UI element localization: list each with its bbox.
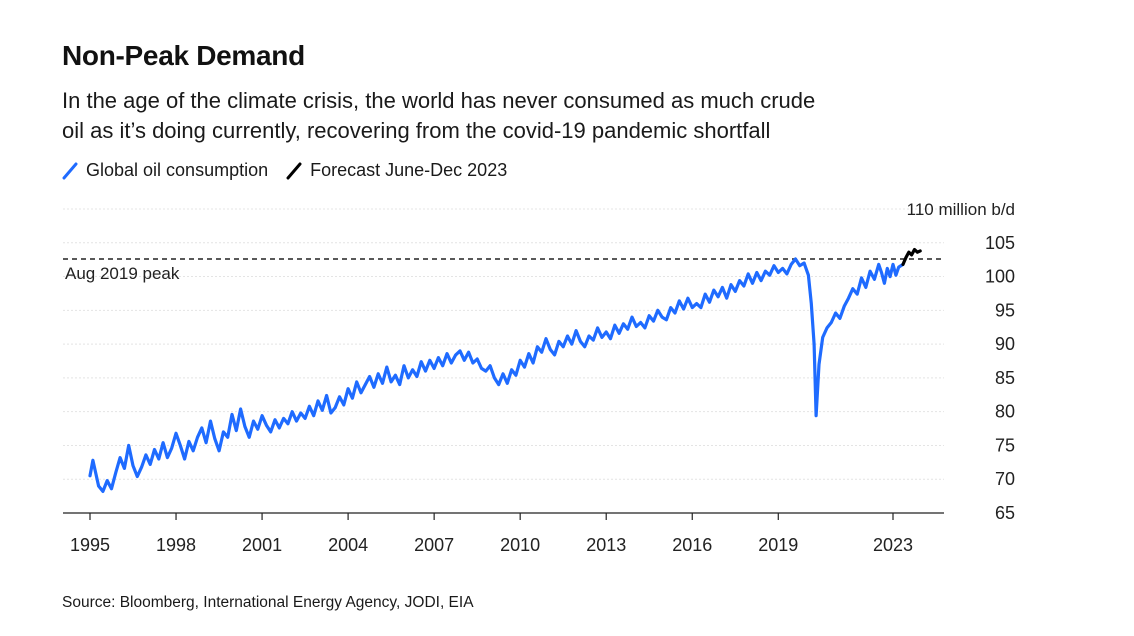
- source-note: Source: Bloomberg, International Energy …: [62, 594, 474, 611]
- x-tick-label: 2001: [242, 535, 282, 555]
- legend-item-forecast: Forecast June-Dec 2023: [286, 160, 507, 181]
- x-tick-label: 2004: [328, 535, 368, 555]
- y-tick-label: 95: [995, 300, 1015, 320]
- x-tick-label: 2023: [873, 535, 913, 555]
- x-tick-label: 2010: [500, 535, 540, 555]
- x-tick-label: 2016: [672, 535, 712, 555]
- y-tick-label: 65: [995, 503, 1015, 523]
- x-axis: 1995 1998 2001 2004 2007 2010 2013 2016 2019 2023: [63, 512, 944, 555]
- x-tick-label: 2007: [414, 535, 454, 555]
- legend-label-forecast: Forecast June-Dec 2023: [310, 160, 508, 180]
- y-tick-label: 110 million b/d: [907, 200, 1015, 219]
- x-tick-label: 2019: [758, 535, 798, 555]
- y-tick-label: 70: [995, 469, 1015, 489]
- y-tick-label: 80: [995, 402, 1015, 422]
- legend-blue-slash-icon: [62, 162, 78, 179]
- legend-black-slash-icon: [286, 162, 302, 179]
- y-tick-label: 105: [985, 233, 1015, 253]
- reference-line-group: Aug 2019 peak: [63, 258, 944, 283]
- series-line-forecast: [901, 247, 922, 266]
- legend-item-consumption: Global oil consumption: [62, 160, 268, 181]
- chart-legend: Global oil consumption Forecast June-Dec…: [62, 160, 525, 181]
- y-axis-labels: 110 million b/d 105 100 95 90 85 80 75 70 65: [907, 200, 1015, 523]
- chart-title: Non-Peak Demand: [62, 40, 305, 71]
- y-tick-label: 100: [985, 267, 1015, 287]
- grid-lines: [63, 208, 944, 480]
- reference-line-label: Aug 2019 peak: [65, 264, 180, 283]
- y-tick-label: 75: [995, 435, 1015, 455]
- subtitle-line-2: oil as it’s doing currently, recovering …: [62, 118, 771, 143]
- legend-label-consumption: Global oil consumption: [86, 160, 269, 180]
- series-group: [88, 247, 922, 493]
- y-tick-label: 90: [995, 334, 1015, 354]
- series-line-consumption: [88, 257, 905, 493]
- subtitle-line-1: In the age of the climate crisis, the wo…: [62, 88, 816, 113]
- x-tick-label: 2013: [586, 535, 626, 555]
- y-tick-label: 85: [995, 368, 1015, 388]
- chart-subtitle: In the age of the climate crisis, the wo…: [62, 86, 1042, 146]
- x-tick-label: 1998: [156, 535, 196, 555]
- x-tick-label: 1995: [70, 535, 110, 555]
